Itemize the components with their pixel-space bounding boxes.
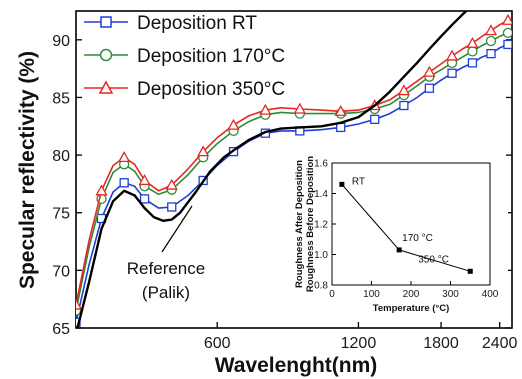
- inset-x-tick-label: 400: [482, 289, 499, 300]
- data-point-triangle: [423, 65, 436, 77]
- inset-x-tick-label: 0: [329, 289, 335, 300]
- data-point-triangle: [138, 174, 151, 186]
- data-point-triangle: [95, 184, 108, 196]
- annotation-pointer-line: [161, 205, 193, 253]
- data-point-triangle: [227, 118, 240, 130]
- inset-x-axis-title: Temperature (°C): [373, 303, 449, 314]
- legend-label-rt: Deposition RT: [137, 13, 257, 34]
- inset-background: [290, 157, 508, 317]
- legend-entry-rt: Deposition RT: [84, 13, 257, 34]
- main-plot-frame: [75, 10, 513, 329]
- data-point-triangle: [118, 151, 131, 163]
- y-tick-label: 85: [52, 90, 70, 107]
- inset-point-label: RT: [352, 176, 365, 187]
- data-point-triangle: [293, 102, 306, 114]
- data-point-triangle: [466, 36, 479, 48]
- inset-y-tick-label: 1.6: [314, 159, 328, 170]
- legend-label-170: Deposition 170°C: [137, 46, 285, 67]
- legend-entry-350: Deposition 350°C: [84, 79, 285, 100]
- legend-label-350: Deposition 350°C: [137, 79, 285, 100]
- annotation-palik: (Palik): [142, 283, 190, 302]
- x-tick-label: 2400: [482, 335, 518, 352]
- data-point-square: [486, 49, 496, 59]
- inset-data-point: [339, 181, 345, 187]
- inset-y-tick-label: 1.2: [314, 220, 328, 231]
- x-tick-label: 600: [204, 335, 231, 352]
- inset-x-tick-label: 300: [442, 289, 459, 300]
- inset-y-tick-label: 1.4: [314, 189, 328, 200]
- inset-y-tick-label: 0.8: [314, 281, 328, 292]
- data-point-square: [399, 100, 409, 111]
- data-point-square: [167, 202, 177, 212]
- data-point-triangle: [259, 103, 272, 115]
- series-line-3: [76, 11, 468, 328]
- x-axis-title: Wavelenght(nm): [215, 354, 378, 377]
- y-tick-label: 90: [52, 33, 70, 50]
- data-point-circle: [502, 27, 512, 39]
- inset-point-label: 350 °C: [418, 254, 449, 265]
- inset-series-group: RT 170 °C 350 °C: [339, 176, 473, 274]
- x-tick-label: 1200: [341, 335, 377, 352]
- data-point-triangle: [445, 49, 459, 61]
- inset-y-axis-title-line1: Roughness After Deposition: [294, 160, 305, 288]
- inset-data-point: [467, 268, 473, 274]
- legend-marker-square: [100, 16, 112, 28]
- data-point-triangle: [197, 145, 210, 157]
- data-point-triangle: [76, 298, 83, 310]
- inset-x-tick-label: 200: [403, 289, 420, 300]
- data-point-circle: [485, 35, 497, 47]
- y-tick-label: 80: [52, 148, 70, 165]
- data-point-square: [424, 83, 435, 93]
- data-point-square: [467, 58, 478, 68]
- y-tick-label: 70: [52, 263, 70, 280]
- data-point-triangle: [501, 13, 512, 25]
- inset-x-tick-label: 100: [363, 289, 380, 300]
- annotation-reference: Reference: [127, 259, 205, 278]
- x-tick-label: 1800: [423, 335, 459, 352]
- inset-data-point: [396, 247, 402, 253]
- y-tick-label: 65: [52, 321, 70, 338]
- main-axis-ticks: 65 70 75 80 85 90 600 1200 1800 2400: [52, 33, 517, 352]
- reference-annotation: Reference (Palik): [127, 205, 205, 302]
- legend-marker-triangle: [98, 80, 114, 94]
- data-point-circle: [467, 46, 478, 57]
- data-point-triangle: [165, 178, 178, 190]
- data-point-square: [370, 114, 380, 125]
- inset-y-tick-label: 1.0: [314, 250, 328, 261]
- legend: Deposition RT Deposition 170°C Depositio…: [84, 13, 285, 100]
- y-axis-title: Specular reflectivity (%): [16, 51, 39, 289]
- data-point-triangle: [484, 24, 498, 36]
- inset-chart: 0.8 1.0 1.2 1.4 1.6 0 100 200 300 400 RT 170 °C 350…: [290, 156, 508, 317]
- data-point-square: [119, 178, 129, 188]
- data-point-triangle: [334, 104, 347, 116]
- legend-entry-170: Deposition 170°C: [84, 46, 285, 67]
- inset-point-label: 170 °C: [402, 233, 433, 244]
- legend-marker-circle: [99, 48, 113, 62]
- inset-axis-ticks: 0.8 1.0 1.2 1.4 1.6 0 100 200 300 400: [314, 159, 499, 301]
- y-tick-label: 75: [52, 206, 70, 223]
- data-point-square: [447, 68, 457, 78]
- data-point-square: [139, 194, 150, 204]
- main-series-group: [76, 11, 512, 328]
- data-point-square: [503, 39, 512, 50]
- data-point-triangle: [397, 84, 410, 96]
- inset-y-axis-title-line2: Roughness Before Deposition: [305, 156, 316, 292]
- data-point-square: [336, 122, 346, 133]
